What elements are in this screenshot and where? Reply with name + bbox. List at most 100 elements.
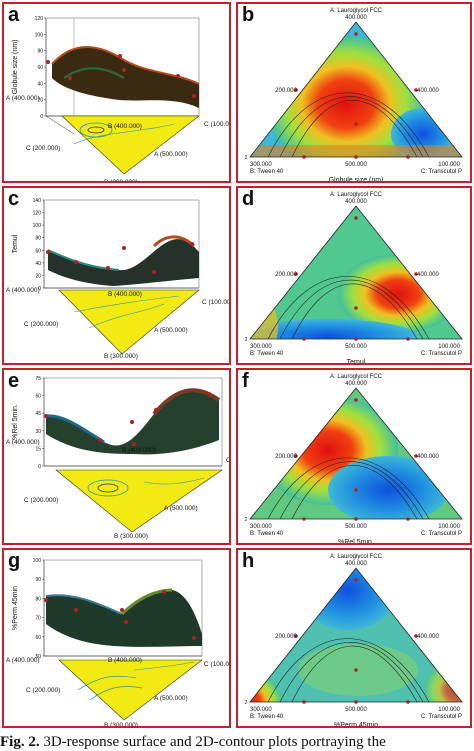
triangle-c-label: C (200.000) bbox=[26, 687, 60, 694]
panel-label-c: c bbox=[8, 188, 20, 210]
caption-text: 3D-response surface and 2D-contour plots… bbox=[43, 734, 386, 750]
triangle-b-label: B (300.000) bbox=[104, 722, 138, 728]
left-edge-value: 200.000 bbox=[275, 634, 297, 640]
ytick-label: 120 bbox=[33, 211, 42, 217]
base-triangle-g bbox=[58, 659, 203, 721]
ytick-label: 80 bbox=[35, 236, 41, 242]
left-edge-value: 200.000 bbox=[275, 272, 297, 278]
y-axis-label: %Perm 45min bbox=[12, 586, 19, 630]
panel-b: A: Lauroglycol FCC 400.000 200.000 400.000 2… bbox=[236, 2, 472, 183]
design-points-g bbox=[44, 590, 196, 640]
vertex-b-value: 300.000 bbox=[250, 162, 272, 168]
factor-c-label: C (100.000) bbox=[204, 121, 231, 128]
x-axis-label: %Perm 45min bbox=[334, 722, 378, 728]
ytick-label: 50 bbox=[35, 654, 41, 660]
triangle-a-label: A (500.000) bbox=[154, 695, 188, 702]
ytick-label: 70 bbox=[35, 616, 41, 622]
vertex-b-name: B: Tween 40 bbox=[250, 714, 284, 720]
panel-g: 50 60 70 80 90 100 %Perm 45min A (400.000) B (40… bbox=[2, 548, 231, 728]
contour-lines bbox=[267, 638, 430, 702]
ytick-label: 60 bbox=[35, 635, 41, 641]
contour-lines bbox=[267, 92, 430, 157]
vertex-c-value: 100.000 bbox=[438, 344, 460, 350]
corner-count: 2 bbox=[245, 700, 248, 706]
factor-a-label: A (400.000) bbox=[6, 287, 40, 294]
ytick-label: 20 bbox=[37, 98, 43, 104]
ytick-label: 100 bbox=[33, 223, 42, 229]
panel-a: 0 20 40 60 80 100 120 Globule size (nm) A (400.0… bbox=[2, 2, 231, 183]
ytick-label: 90 bbox=[35, 577, 41, 583]
figure-caption: Fig. 2. 3D-response surface and 2D-conto… bbox=[0, 734, 474, 751]
right-edge-value: 400.000 bbox=[417, 454, 439, 460]
triangle-b-label: B (300.000) bbox=[104, 179, 138, 183]
corner-count: 2 bbox=[245, 337, 248, 343]
vertex-b-value: 300.000 bbox=[250, 707, 272, 713]
ytick-label: 0 bbox=[38, 464, 41, 470]
y-axis-label: %Rel 5min. bbox=[12, 404, 19, 440]
vertex-b-value: 300.000 bbox=[250, 344, 272, 350]
corner-count: 2 bbox=[245, 517, 248, 523]
base-triangle-a bbox=[61, 115, 200, 175]
ytick-label: 60 bbox=[37, 65, 43, 71]
vertex-b-name: B: Tween 40 bbox=[250, 351, 284, 357]
triangle-c-label: C (200.000) bbox=[24, 321, 58, 328]
surface-plot-a: 0 20 40 60 80 100 120 Globule size (nm)A (400.0… bbox=[6, 16, 231, 183]
design-points bbox=[294, 32, 418, 159]
factor-b-label: B (400.000) bbox=[122, 447, 156, 454]
ytick-label: 60 bbox=[35, 248, 41, 254]
factor-b-label: B (400.000) bbox=[108, 291, 142, 298]
surface-plot-e: 0 15 30 45 60 75 %Rel 5min.A (400.000) B (400.0… bbox=[6, 376, 231, 540]
corner-count: 2 bbox=[245, 155, 248, 161]
ytick-label: 40 bbox=[37, 81, 43, 87]
vertex-c-name: C: Transcutol P bbox=[421, 351, 462, 357]
y-axis-label: Globule size (nm) bbox=[12, 40, 19, 95]
triangle-b-label: B (300.000) bbox=[104, 353, 138, 360]
base-triangle-e bbox=[55, 469, 223, 533]
surface-e-mesh bbox=[46, 390, 219, 455]
vertex-a-name: A: Lauroglycol FCC bbox=[330, 554, 383, 560]
ytick-label: 20 bbox=[35, 273, 41, 279]
surface-c-mesh bbox=[48, 239, 199, 286]
ytick-label: 100 bbox=[35, 32, 44, 38]
triangle-b-label: B (300.000) bbox=[114, 533, 148, 540]
factor-c-label: C bbox=[226, 457, 231, 464]
vertex-a-value: 400.000 bbox=[345, 561, 367, 567]
vertex-c-name: C: Transcutol P bbox=[421, 531, 462, 537]
panel-label-f: f bbox=[242, 370, 249, 392]
right-edge-value: 400.000 bbox=[417, 88, 439, 94]
vertex-b-name: B: Tween 40 bbox=[250, 169, 284, 175]
right-edge-value: 400.000 bbox=[417, 634, 439, 640]
surface-a-mesh bbox=[52, 47, 199, 108]
x-axis-label: Temul bbox=[347, 359, 366, 365]
base-mid-value: 500.000 bbox=[345, 344, 367, 350]
vertex-b-value: 300.000 bbox=[250, 524, 272, 530]
factor-a-label: A (400.000) bbox=[6, 439, 40, 446]
y-axis-label: Temul bbox=[12, 234, 19, 253]
vertex-c-value: 100.000 bbox=[438, 162, 460, 168]
design-points bbox=[294, 398, 418, 521]
vertex-a-value: 400.000 bbox=[345, 199, 367, 205]
factor-b-label: B (400.000) bbox=[108, 123, 142, 130]
panel-label-h: h bbox=[242, 550, 255, 572]
vertex-a-value: 400.000 bbox=[345, 381, 367, 387]
ytick-label: 100 bbox=[33, 558, 42, 564]
vertex-a-name: A: Lauroglycol FCC bbox=[330, 374, 383, 380]
ytick-label: 0 bbox=[40, 114, 43, 120]
ytick-label: 140 bbox=[33, 198, 42, 204]
panel-h: A: Lauroglycol FCC 400.000 200.000 400.000 2… bbox=[236, 548, 472, 728]
panel-e: 0 15 30 45 60 75 %Rel 5min. A (400.000) B (400.0… bbox=[2, 368, 231, 545]
base-mid-value: 500.000 bbox=[345, 524, 367, 530]
ytick-label: 30 bbox=[35, 429, 41, 435]
x-axis-label: %Rel 5min. bbox=[338, 539, 374, 545]
vertex-a-name: A: Lauroglycol FCC bbox=[330, 192, 383, 198]
panel-f: A: Lauroglycol FCC 400.000 200.000 400.000 2… bbox=[236, 368, 472, 545]
ytick-label: 60 bbox=[35, 394, 41, 400]
design-points-e bbox=[44, 392, 211, 446]
factor-a-label: A (400.000) bbox=[6, 95, 40, 102]
panel-label-e: e bbox=[8, 370, 20, 392]
caption-fig-label: Fig. 2. bbox=[0, 734, 40, 750]
